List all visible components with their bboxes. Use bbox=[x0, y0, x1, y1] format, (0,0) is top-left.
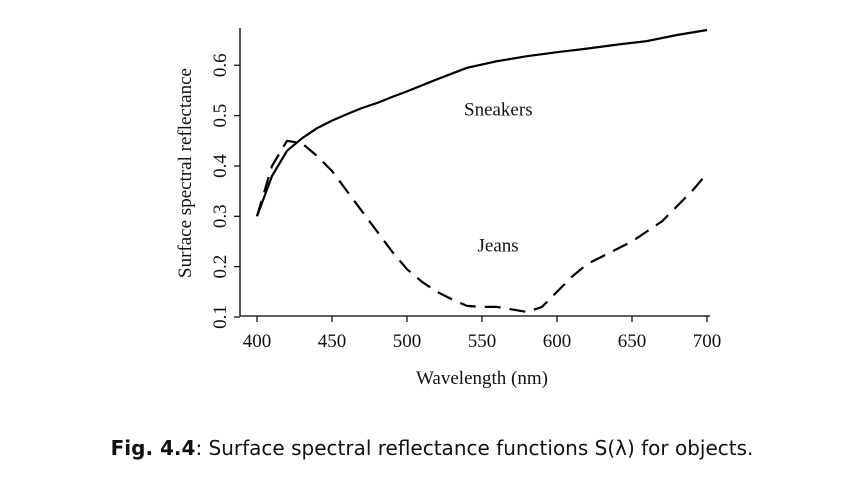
x-axis-title: Wavelength (nm) bbox=[416, 368, 548, 389]
series-line-jeans bbox=[255, 139, 708, 314]
y-ticks: 0.1 0.2 0.3 0.4 0.5 0.6 bbox=[210, 53, 240, 329]
series-label-jeans: Jeans bbox=[478, 236, 519, 257]
series-label-sneakers: Sneakers bbox=[464, 100, 533, 121]
x-tick-label: 650 bbox=[618, 331, 647, 352]
y-tick-label: 0.5 bbox=[210, 104, 231, 128]
y-tick-label: 0.1 bbox=[210, 305, 231, 329]
x-tick-label: 450 bbox=[318, 331, 347, 352]
series-labels: Sneakers Jeans bbox=[464, 100, 533, 257]
axes-group bbox=[239, 28, 710, 317]
x-tick-label: 700 bbox=[693, 331, 722, 352]
x-ticks: 400 450 500 550 600 650 700 bbox=[243, 316, 722, 352]
series-lines bbox=[255, 28, 708, 314]
caption-label: Fig. 4.4 bbox=[110, 436, 196, 460]
x-tick-label: 600 bbox=[543, 331, 572, 352]
y-tick-label: 0.6 bbox=[210, 53, 231, 77]
y-tick-label: 0.2 bbox=[210, 255, 231, 279]
y-axis-title: Surface spectral reflectance bbox=[175, 68, 196, 278]
x-tick-label: 550 bbox=[468, 331, 497, 352]
y-tick-label: 0.4 bbox=[210, 154, 231, 178]
x-tick-label: 500 bbox=[393, 331, 422, 352]
reflectance-chart: 400 450 500 550 600 650 700 0.1 0.2 0.3 0.4 0.5 0.6… bbox=[175, 28, 722, 389]
caption-text: : Surface spectral reflectance functions… bbox=[195, 436, 754, 460]
x-tick-label: 400 bbox=[243, 331, 272, 352]
series-line-sneakers bbox=[255, 28, 708, 217]
y-tick-label: 0.3 bbox=[210, 204, 231, 228]
figure-caption: Fig. 4.4: Surface spectral reflectance f… bbox=[0, 436, 864, 460]
